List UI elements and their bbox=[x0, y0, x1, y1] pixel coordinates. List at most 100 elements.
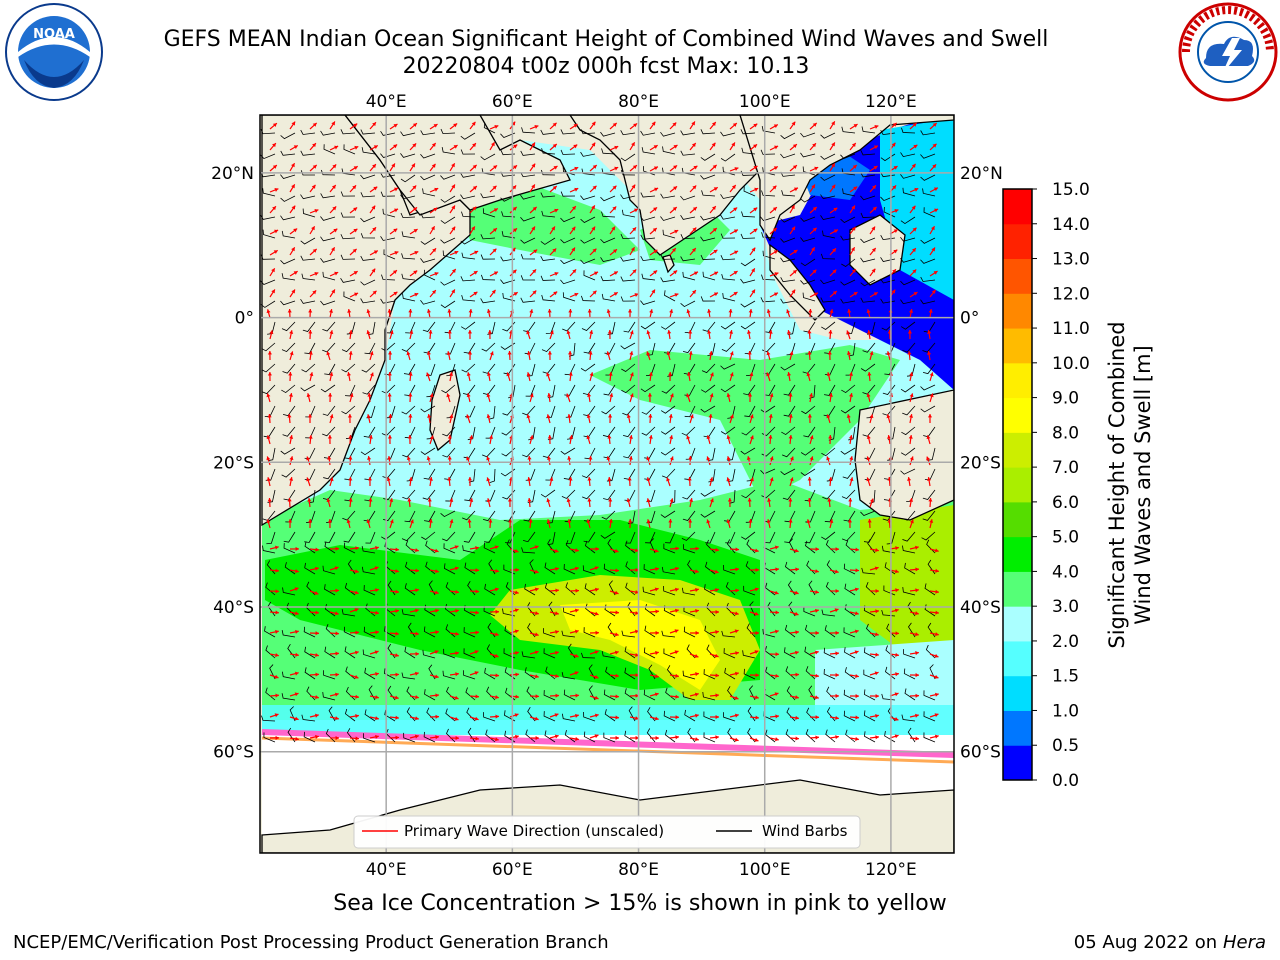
wind-barb bbox=[784, 647, 796, 659]
wave-arrow-head bbox=[807, 414, 812, 418]
wind-barb bbox=[726, 539, 736, 554]
wind-barb bbox=[544, 730, 556, 743]
wave-arrow-head bbox=[355, 714, 359, 719]
wave-arrow-head bbox=[775, 714, 779, 719]
wave-arrow-head bbox=[927, 477, 932, 481]
wind-barb bbox=[821, 531, 836, 540]
wave-arrow-head bbox=[766, 519, 771, 524]
wave-arrow-head bbox=[586, 519, 591, 524]
wind-barb bbox=[886, 623, 896, 638]
wind-barb bbox=[282, 426, 296, 437]
wave-arrow-head bbox=[314, 713, 319, 718]
wind-barb bbox=[400, 212, 416, 219]
wave-arrow-head bbox=[653, 249, 658, 254]
wind-barb bbox=[289, 706, 296, 722]
wave-arrow-head bbox=[788, 519, 793, 523]
wave-arrow-head bbox=[329, 414, 334, 419]
wind-barb bbox=[484, 667, 496, 680]
wind-barb bbox=[365, 531, 376, 544]
wave-arrow-head bbox=[534, 650, 539, 655]
wind-barb bbox=[521, 547, 536, 554]
wind-barb bbox=[545, 666, 556, 680]
wave-arrow-head bbox=[707, 309, 712, 313]
wind-barb bbox=[544, 582, 556, 596]
wind-barb bbox=[763, 321, 776, 333]
wave-arrow-head bbox=[511, 247, 516, 252]
wave-arrow-head bbox=[915, 611, 919, 616]
wind-barb bbox=[881, 321, 896, 331]
wind-barb bbox=[540, 129, 556, 135]
wave-arrow-head bbox=[629, 393, 634, 398]
wave-arrow-head bbox=[429, 435, 434, 440]
wave-arrow-head bbox=[274, 188, 279, 192]
wave-arrow-head bbox=[532, 269, 537, 274]
wind-barb bbox=[481, 342, 496, 352]
wave-arrow-head bbox=[768, 330, 773, 334]
wave-arrow-head bbox=[389, 519, 394, 524]
wave-arrow-head bbox=[792, 144, 797, 148]
wave-arrow-head bbox=[366, 309, 371, 314]
wind-barb bbox=[343, 531, 356, 543]
colorbar-segment bbox=[1003, 467, 1032, 503]
wave-arrow-head bbox=[795, 630, 799, 635]
wind-barb bbox=[785, 729, 796, 743]
wave-arrow-head bbox=[487, 330, 492, 334]
wind-barb bbox=[261, 384, 276, 395]
wave-arrow-head bbox=[635, 735, 639, 741]
wind-barb bbox=[442, 250, 456, 260]
wind-barb bbox=[267, 447, 276, 462]
wind-barb bbox=[643, 689, 656, 701]
wave-arrow-head bbox=[934, 208, 939, 213]
wave-arrow-head bbox=[273, 250, 278, 254]
wind-barb bbox=[343, 291, 356, 302]
wave-arrow-head bbox=[354, 145, 359, 150]
wave-arrow-head bbox=[691, 143, 696, 147]
wind-barb bbox=[344, 582, 356, 596]
wave-arrow-head bbox=[751, 247, 756, 252]
wave-arrow-head bbox=[514, 590, 519, 595]
wave-arrow-head bbox=[348, 456, 353, 460]
wave-arrow-head bbox=[353, 207, 358, 212]
wave-direction-arrows bbox=[266, 121, 940, 742]
wind-barb bbox=[480, 234, 496, 240]
wave-arrow-head bbox=[574, 566, 579, 571]
wave-arrow-head bbox=[307, 498, 312, 502]
wave-arrow-head bbox=[311, 226, 315, 231]
wave-arrow-head bbox=[795, 567, 799, 572]
wind-barb bbox=[649, 538, 656, 554]
wave-arrow-head bbox=[375, 716, 379, 721]
wind-barb bbox=[681, 531, 696, 541]
footer-date: 05 Aug 2022 on Hera bbox=[1074, 932, 1266, 953]
wind-barb bbox=[540, 169, 556, 176]
wave-arrow-head bbox=[392, 270, 397, 275]
wind-barb bbox=[623, 321, 636, 333]
wave-arrow-head bbox=[855, 547, 859, 552]
lat-tick-label-right: 20°N bbox=[960, 164, 1003, 184]
colorbar-segment bbox=[1003, 745, 1032, 781]
wave-arrow-head bbox=[267, 498, 272, 502]
wave-arrow-head bbox=[295, 569, 299, 574]
wind-barb bbox=[500, 149, 516, 156]
wave-arrow-head bbox=[651, 121, 656, 126]
wave-arrow-head bbox=[375, 630, 379, 635]
wind-barb bbox=[520, 172, 536, 178]
wave-arrow-head bbox=[687, 372, 692, 376]
wind-barb bbox=[840, 405, 856, 414]
wind-barb bbox=[802, 166, 816, 176]
wave-arrow-head bbox=[348, 435, 353, 439]
wind-barb bbox=[580, 363, 596, 372]
wind-barb bbox=[600, 531, 616, 539]
wave-arrow-head bbox=[827, 498, 832, 502]
wave-arrow-head bbox=[568, 372, 573, 376]
wind-barb bbox=[683, 606, 696, 617]
wave-arrow-head bbox=[871, 226, 876, 231]
wave-arrow-head bbox=[695, 630, 699, 636]
wave-arrow-head bbox=[872, 185, 876, 190]
wave-arrow-head bbox=[753, 207, 758, 212]
wind-barb bbox=[541, 210, 556, 218]
wind-barb bbox=[620, 256, 636, 262]
wind-barb bbox=[480, 193, 496, 199]
wave-arrow-head bbox=[467, 351, 473, 355]
wave-arrow-head bbox=[729, 351, 734, 356]
wave-arrow-head bbox=[675, 694, 679, 699]
